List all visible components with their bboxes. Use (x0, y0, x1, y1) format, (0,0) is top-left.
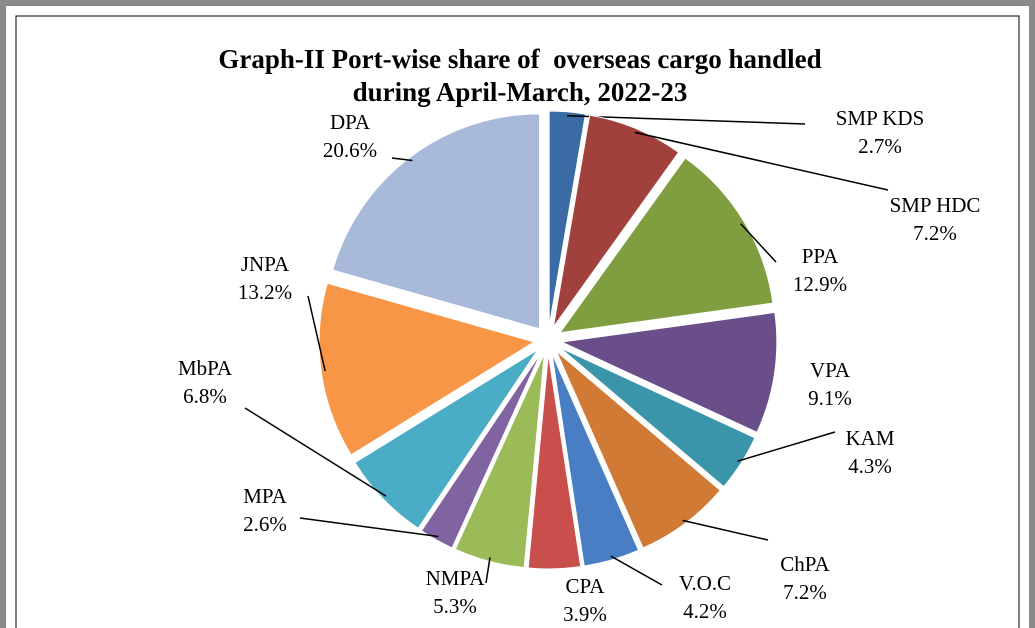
pie-slice (558, 157, 774, 334)
leader-line (740, 223, 777, 263)
slice-label: SMP KDS (836, 106, 925, 130)
slice-value-label: 7.2% (913, 221, 957, 245)
slice-value-label: 5.3% (433, 594, 477, 618)
leader-line (307, 295, 326, 372)
pie-slice (354, 349, 539, 529)
pie-slice (560, 311, 778, 434)
leader-line (567, 115, 806, 125)
pie-slice (332, 113, 541, 330)
slice-label: NMPA (426, 566, 486, 590)
pie-slice (552, 114, 680, 328)
slice-value-label: 9.1% (808, 386, 852, 410)
slice-label: MbPA (178, 356, 233, 380)
slice-label: JNPA (241, 252, 290, 276)
leader-line (737, 431, 836, 462)
slice-value-label: 7.2% (783, 580, 827, 604)
slice-label: V.O.C (679, 571, 731, 595)
slice-label: VPA (810, 358, 851, 382)
slice-value-label: 4.3% (848, 454, 892, 478)
pie-slice (318, 282, 536, 456)
pie-slice (527, 353, 582, 570)
slice-value-label: 2.6% (243, 512, 287, 536)
slice-value-label: 13.2% (238, 280, 292, 304)
leader-line (634, 131, 889, 191)
slice-label: MPA (243, 484, 287, 508)
slice-value-label: 4.2% (683, 599, 727, 623)
leader-line (610, 555, 663, 586)
pie-slice (555, 350, 722, 549)
slice-label: KAM (845, 426, 894, 450)
slice-label: ChPA (780, 552, 830, 576)
leader-line (244, 407, 387, 497)
pie-slice (551, 353, 640, 567)
slice-value-label: 3.9% (563, 602, 607, 626)
leader-line (682, 519, 769, 541)
chart-title: Graph-II Port-wise share of overseas car… (218, 44, 821, 74)
slice-label: SMP HDC (890, 193, 981, 217)
leader-line (485, 557, 491, 584)
pie-slice (548, 110, 587, 327)
slice-label: PPA (802, 244, 839, 268)
chart-title: during April-March, 2022-23 (353, 77, 688, 107)
pie-slice (420, 351, 542, 549)
slice-value-label: 2.7% (858, 134, 902, 158)
slice-value-label: 20.6% (323, 138, 377, 162)
leader-line (391, 157, 413, 162)
slice-label: DPA (330, 110, 371, 134)
slice-label: CPA (566, 574, 606, 598)
slice-value-label: 12.9% (793, 272, 847, 296)
leader-line (299, 517, 439, 538)
slice-value-label: 6.8% (183, 384, 227, 408)
pie-slice (559, 347, 756, 488)
